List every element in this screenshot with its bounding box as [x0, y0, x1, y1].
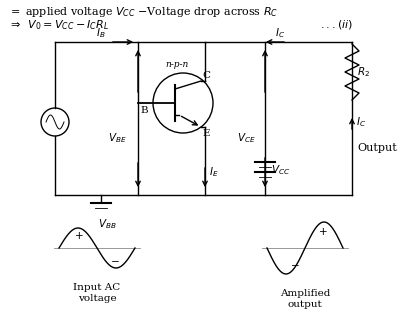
Text: $V_{CE}$: $V_{CE}$	[237, 131, 256, 145]
Text: Input AC: Input AC	[73, 283, 120, 292]
Text: $...(ii)$: $...(ii)$	[320, 18, 353, 31]
Text: $I_B$: $I_B$	[96, 26, 106, 40]
Text: B: B	[140, 106, 148, 115]
Text: output: output	[288, 300, 322, 309]
Text: $V_{BB}$: $V_{BB}$	[98, 217, 117, 231]
Text: n-p-n: n-p-n	[165, 60, 188, 69]
Text: $I_E$: $I_E$	[209, 165, 219, 179]
Text: $= $ applied voltage $V_{CC}$ $-$Voltage drop across $R_C$: $= $ applied voltage $V_{CC}$ $-$Voltage…	[8, 5, 279, 19]
Text: $I_C$: $I_C$	[275, 26, 285, 40]
Text: +: +	[75, 231, 83, 241]
Text: $-$: $-$	[290, 259, 300, 269]
Text: Output: Output	[357, 143, 397, 153]
Text: $-$: $-$	[110, 255, 120, 265]
Text: $V_{BE}$: $V_{BE}$	[108, 131, 126, 145]
Text: Amplified: Amplified	[280, 289, 330, 298]
Text: $I_C$: $I_C$	[356, 115, 366, 129]
Text: $V_{CC}$: $V_{CC}$	[271, 163, 290, 177]
Text: E: E	[202, 129, 209, 138]
Text: +: +	[319, 227, 327, 237]
Text: C: C	[202, 71, 210, 80]
Text: $R_2$: $R_2$	[357, 65, 370, 79]
Text: voltage: voltage	[78, 294, 117, 303]
Text: $\Rightarrow\;\; V_0 = V_{CC} - I_C R_L$: $\Rightarrow\;\; V_0 = V_{CC} - I_C R_L$	[8, 18, 109, 32]
